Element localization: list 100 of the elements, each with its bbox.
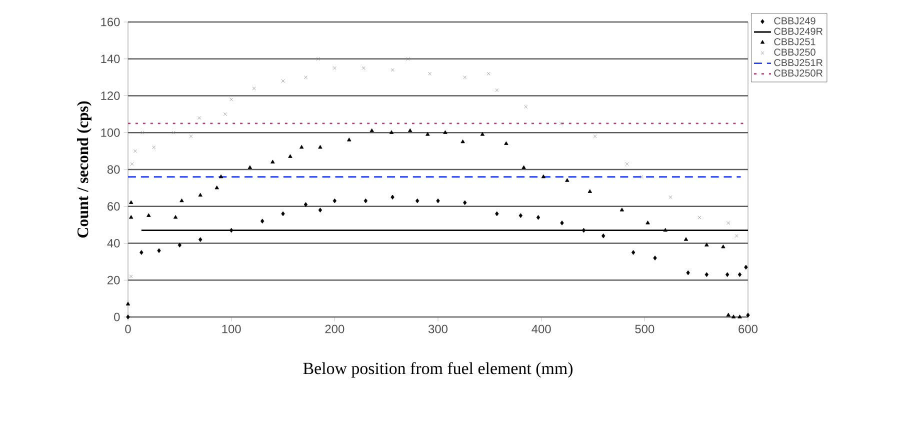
point — [541, 174, 546, 178]
point — [726, 312, 730, 316]
y-tick-label: 20 — [108, 276, 120, 284]
x-tick-label: 600 — [738, 324, 758, 334]
point — [415, 198, 420, 204]
point — [663, 228, 668, 232]
y-tick-label: 0 — [114, 312, 120, 322]
point — [223, 112, 227, 116]
point — [601, 233, 606, 238]
legend-label: CBBJ249 — [774, 17, 816, 24]
point — [152, 146, 156, 150]
x-tick-label: 400 — [532, 324, 551, 334]
point — [332, 66, 336, 70]
point — [731, 314, 736, 318]
x-axis-title: Below position from fuel element (mm) — [303, 362, 572, 378]
y-axis-title: Count / second (cps) — [76, 101, 92, 238]
point — [304, 76, 308, 80]
point — [157, 248, 161, 254]
legend-label: CBBJ251 — [774, 38, 816, 46]
y-tick-label: 140 — [101, 54, 120, 64]
point — [653, 256, 657, 260]
point — [126, 302, 130, 306]
point — [704, 242, 709, 246]
point — [129, 274, 133, 278]
point — [229, 228, 234, 233]
legend-label: CBBJ250R — [774, 70, 823, 77]
point — [362, 66, 366, 70]
point — [744, 264, 748, 270]
point — [140, 250, 144, 255]
y-tick-label: 120 — [101, 92, 120, 100]
point — [620, 208, 624, 212]
y-tick-label: 60 — [108, 202, 120, 211]
point — [684, 237, 688, 241]
point — [631, 250, 636, 255]
point — [565, 178, 570, 182]
point — [332, 198, 337, 204]
point — [443, 130, 448, 134]
y-tick-label: 80 — [107, 165, 120, 174]
point — [130, 162, 134, 166]
point — [486, 72, 490, 76]
legend-label: CBBJ249R — [774, 28, 823, 35]
point — [281, 211, 285, 216]
x-tick-label: 500 — [635, 324, 654, 334]
point — [436, 198, 440, 204]
point — [536, 215, 540, 220]
point — [640, 175, 644, 179]
point — [725, 272, 730, 277]
point — [129, 215, 134, 219]
point — [646, 220, 650, 224]
legend-label: CBBJ250 — [774, 48, 816, 56]
point — [428, 72, 432, 76]
x-tick-label: 200 — [325, 324, 344, 334]
point — [721, 244, 726, 248]
point — [588, 189, 592, 193]
point — [318, 208, 322, 212]
point — [463, 200, 467, 206]
point — [704, 272, 709, 277]
point — [260, 218, 264, 224]
x-tick-label: 100 — [222, 324, 241, 334]
point — [593, 134, 597, 138]
point — [347, 138, 352, 142]
point — [126, 314, 130, 320]
y-tick-label: 160 — [101, 18, 120, 26]
point — [686, 270, 690, 276]
point — [304, 202, 308, 207]
point — [178, 242, 182, 248]
point — [698, 216, 702, 220]
point — [522, 165, 526, 169]
point — [364, 198, 368, 204]
point — [504, 141, 508, 145]
point — [460, 139, 465, 144]
point — [270, 160, 275, 164]
point — [140, 130, 144, 134]
point — [480, 132, 485, 136]
point — [318, 144, 322, 149]
y-tick-label: 40 — [107, 239, 120, 248]
point — [518, 213, 523, 218]
point — [189, 134, 193, 138]
point — [406, 57, 410, 61]
point — [172, 130, 176, 134]
point — [198, 237, 202, 242]
point — [746, 312, 750, 318]
point — [198, 192, 202, 197]
point — [426, 132, 430, 136]
point — [129, 200, 134, 204]
point — [248, 165, 252, 169]
point — [198, 116, 202, 120]
point — [218, 174, 224, 178]
point — [370, 128, 374, 132]
point — [559, 122, 563, 126]
point — [390, 68, 394, 72]
point — [288, 154, 292, 158]
point — [726, 221, 730, 225]
point — [230, 98, 234, 102]
point — [133, 149, 137, 153]
point — [146, 213, 151, 217]
point — [738, 272, 742, 277]
point — [495, 88, 499, 92]
point — [560, 220, 564, 226]
point — [408, 128, 412, 132]
